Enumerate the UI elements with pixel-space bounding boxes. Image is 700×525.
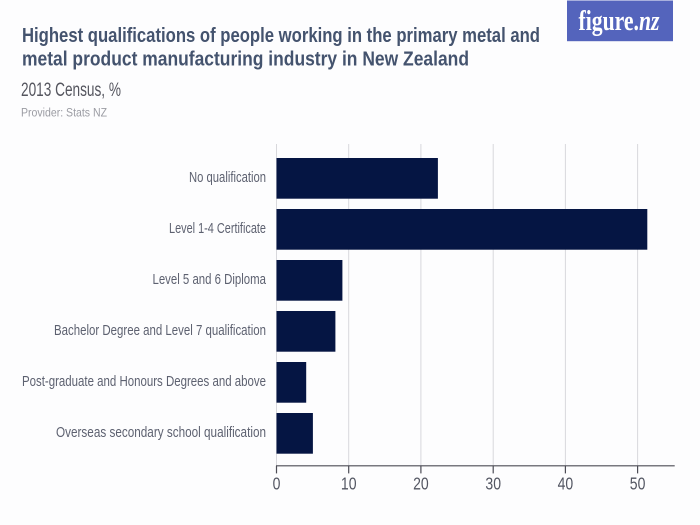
svg-text:0: 0 — [273, 474, 281, 494]
svg-text:40: 40 — [558, 474, 574, 494]
svg-text:2013 Census, %: 2013 Census, % — [21, 80, 121, 101]
svg-text:Post-graduate and Honours Degr: Post-graduate and Honours Degrees and ab… — [22, 373, 266, 390]
svg-text:figure.nz: figure.nz — [579, 6, 660, 37]
svg-text:30: 30 — [485, 474, 501, 494]
svg-text:10: 10 — [341, 474, 357, 494]
svg-text:Level 5 and 6 Diploma: Level 5 and 6 Diploma — [153, 271, 267, 288]
svg-text:Bachelor Degree and Level 7 qu: Bachelor Degree and Level 7 qualificatio… — [54, 322, 266, 339]
svg-text:50: 50 — [630, 474, 646, 494]
svg-text:Overseas secondary school qual: Overseas secondary school qualification — [56, 424, 266, 441]
svg-text:Level 1-4 Certificate: Level 1-4 Certificate — [169, 220, 266, 237]
svg-text:Highest qualifications of peop: Highest qualifications of people working… — [22, 25, 540, 47]
svg-text:No qualification: No qualification — [189, 169, 266, 186]
svg-text:metal product manufacturing in: metal product manufacturing industry in … — [22, 49, 469, 71]
svg-text:Provider: Stats NZ: Provider: Stats NZ — [21, 106, 107, 120]
svg-text:20: 20 — [413, 474, 429, 494]
